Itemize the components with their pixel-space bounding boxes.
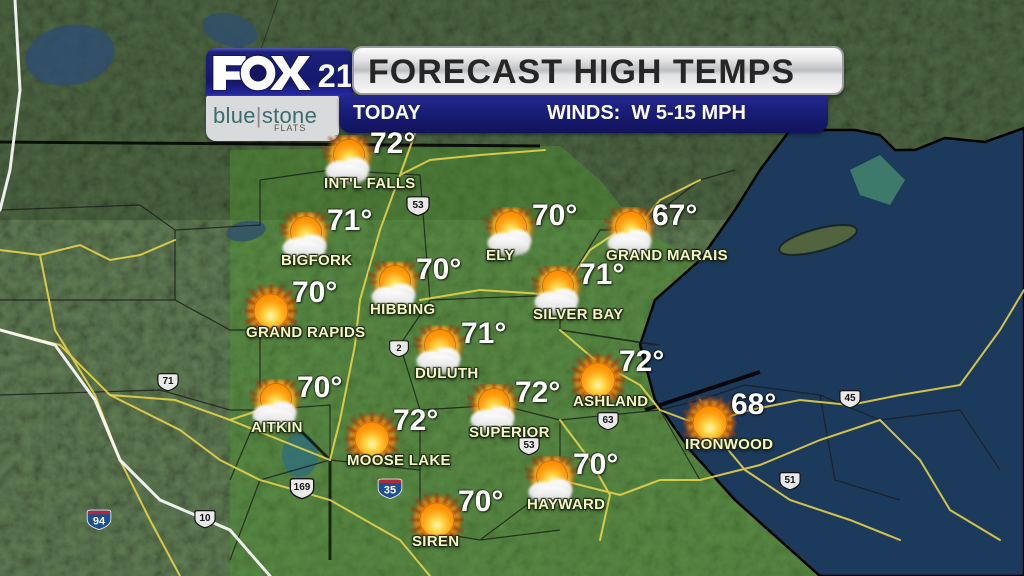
svg-text:21: 21 bbox=[318, 58, 351, 94]
